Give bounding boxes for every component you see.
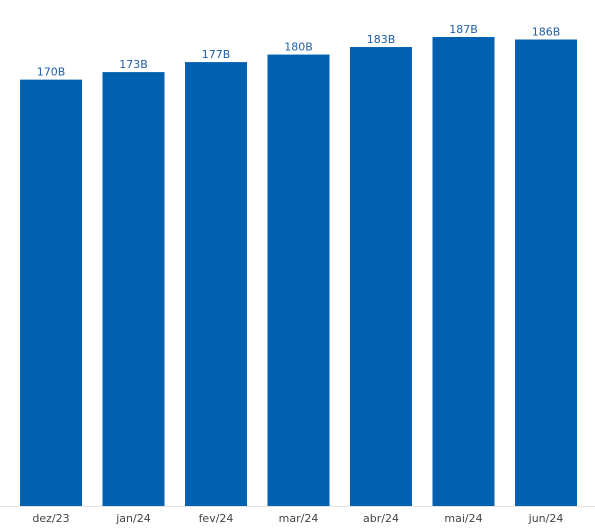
- bar-abr/24: [350, 47, 412, 507]
- bar-jun/24: [515, 39, 577, 506]
- x-tick-labels-group: dez/23 jan/24 fev/24 mar/24 abr/24 mai/24 jun/…: [32, 512, 563, 525]
- bar-mar/24: [267, 54, 330, 506]
- data-label-jun/24: 186B: [532, 26, 561, 39]
- data-label-abr/24: 183B: [367, 33, 396, 46]
- data-label-mar/24: 180B: [284, 41, 313, 54]
- x-tick-label-abr/24: abr/24: [363, 512, 399, 525]
- x-tick-label-mar/24: mar/24: [279, 512, 319, 525]
- bar-mai/24: [432, 37, 495, 506]
- data-label-mai/24: 187B: [449, 23, 478, 36]
- x-tick-label-jan/24: jan/24: [115, 512, 150, 525]
- data-label-fev/24: 177B: [202, 48, 231, 61]
- bar-dez/23: [20, 79, 82, 507]
- bars-group: [20, 37, 577, 507]
- bar-jan/24: [102, 72, 165, 506]
- data-labels-group: 170B 173B 177B 180B 183B 187B 186B: [37, 23, 561, 79]
- data-label-jan/24: 173B: [119, 58, 148, 71]
- bar-fev/24: [185, 62, 247, 507]
- x-tick-label-jun/24: jun/24: [528, 512, 564, 525]
- x-tick-label-fev/24: fev/24: [199, 512, 234, 525]
- data-label-dez/23: 170B: [37, 66, 66, 79]
- x-tick-label-mai/24: mai/24: [444, 512, 482, 525]
- x-tick-label-dez/23: dez/23: [32, 512, 69, 525]
